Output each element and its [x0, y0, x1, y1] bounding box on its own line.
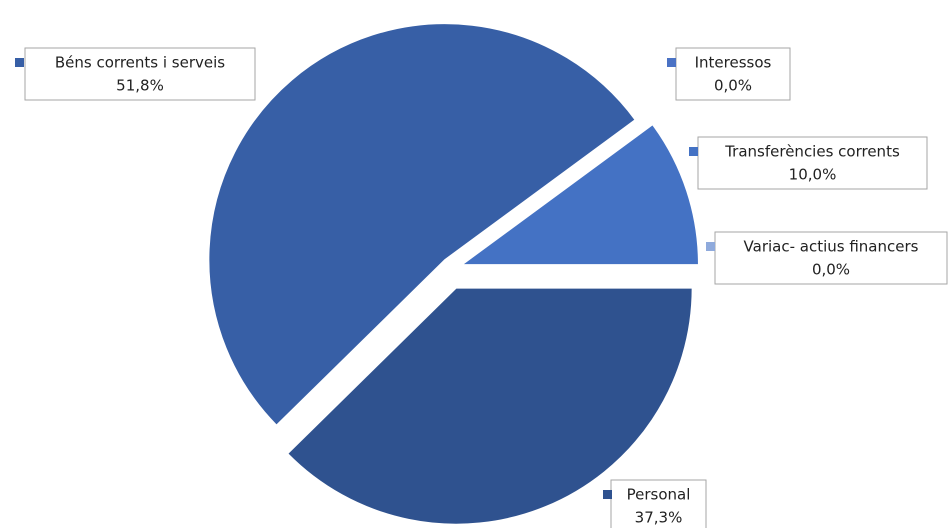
label-box	[697, 136, 928, 190]
label-box	[24, 47, 256, 101]
legend-marker	[706, 242, 715, 251]
value-label: 0,0%	[714, 77, 752, 95]
label-box	[610, 479, 707, 528]
category-label: Transferències corrents	[724, 143, 900, 161]
value-label: 37,3%	[635, 509, 683, 527]
category-label: Variac- actius financers	[744, 238, 919, 256]
category-label: Béns corrents i serveis	[55, 54, 225, 72]
category-label: Personal	[627, 486, 691, 504]
pie-slice	[287, 287, 693, 525]
value-label: 10,0%	[789, 166, 837, 184]
value-label: 0,0%	[812, 261, 850, 279]
label-box	[675, 47, 791, 101]
pie-slice	[460, 124, 699, 266]
category-label: Interessos	[695, 54, 772, 72]
value-label: 51,8%	[116, 77, 164, 95]
legend-marker	[667, 58, 676, 67]
legend-marker	[603, 490, 612, 499]
pie-slice	[208, 23, 636, 426]
pie-slice	[460, 121, 652, 262]
legend-marker	[689, 147, 698, 156]
label-box	[714, 231, 948, 285]
legend-marker	[15, 58, 24, 67]
